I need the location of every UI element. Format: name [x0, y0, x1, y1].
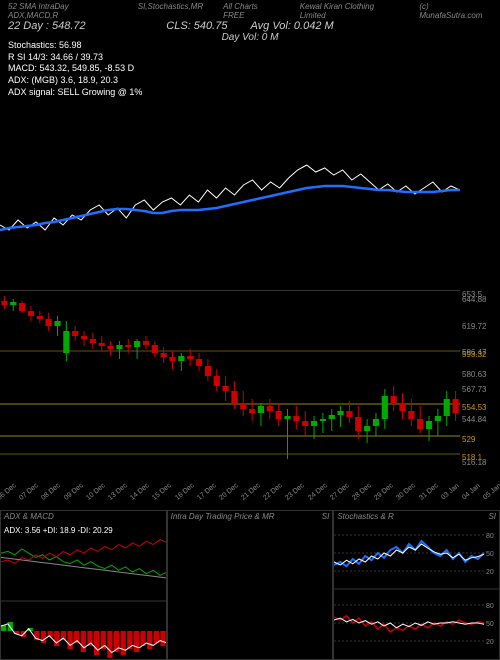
- close-price: CLS: 540.75: [166, 20, 227, 32]
- meta-indicators2: SI,Stochastics,MR: [138, 2, 203, 20]
- panel-title-right: SI: [488, 512, 496, 521]
- panel-title: ADX & MACD: [4, 512, 54, 521]
- panel-title-right: SI: [322, 512, 330, 521]
- rsi-value: R SI 14/3: 34.66 / 39.73: [8, 52, 142, 64]
- price-level-label: 644.88: [462, 295, 486, 304]
- price-level-label: 619.72: [462, 322, 486, 331]
- price-level-label: 593.32: [462, 350, 486, 359]
- price-level-label: 529: [462, 435, 475, 444]
- date-axis: 06 Dec07 Dec08 Dec09 Dec10 Dec13 Dec14 D…: [0, 487, 460, 507]
- price-level-label: 580.63: [462, 370, 486, 379]
- svg-text:80: 80: [486, 533, 494, 540]
- header-main-line: 22 Day : 548.72 CLS: 540.75 Avg Vol: 0.0…: [0, 20, 500, 32]
- price-level-label: 554.53: [462, 403, 486, 412]
- meta-free: All Charts FREE: [223, 2, 280, 20]
- indicator-readout: Stochastics: 56.98 R SI 14/3: 34.66 / 39…: [8, 40, 142, 98]
- price-level-label: 544.84: [462, 415, 486, 424]
- date-tick: 05 Jan: [482, 483, 500, 512]
- header-meta-row: 52 SMA IntraDay ADX,MACD,R SI,Stochastic…: [0, 0, 500, 22]
- stochastics-rsi-panel: Stochastics & R SI 20 50 80 20 50 80: [333, 510, 500, 660]
- svg-text:20: 20: [486, 639, 494, 646]
- intraday-panel: Intra Day Trading Price & MR SI: [167, 510, 334, 660]
- panel-title: Stochastics & R: [337, 512, 393, 521]
- macd-value: MACD: 543.32, 549.85, -8.53 D: [8, 63, 142, 75]
- adx-macd-panel: ADX & MACD ADX: 3.56 +DI: 18.9 -DI: 20.2…: [0, 510, 167, 660]
- meta-company: Kewal Kiran Clothing Limited: [300, 2, 400, 20]
- svg-text:50: 50: [486, 551, 494, 558]
- price-level-label: 516.18: [462, 458, 486, 467]
- lower-indicator-row: ADX & MACD ADX: 3.56 +DI: 18.9 -DI: 20.2…: [0, 510, 500, 660]
- adx-signal: ADX signal: SELL Growing @ 1%: [8, 87, 142, 99]
- adx-value: ADX: (MGB) 3.6, 18.9, 20.3: [8, 75, 142, 87]
- meta-copyright: (c) MunafaSutra.com: [419, 2, 492, 20]
- price-axis-labels: 653.5644.88619.72596.47593.32580.63567.7…: [460, 290, 500, 485]
- svg-text:50: 50: [486, 621, 494, 628]
- svg-text:80: 80: [486, 603, 494, 610]
- svg-text:20: 20: [486, 569, 494, 576]
- svg-text:ADX: 3.56 +DI: 18.9 -DI: 20.2: ADX: 3.56 +DI: 18.9 -DI: 20.29: [4, 526, 113, 535]
- candlestick-panel: [0, 290, 460, 485]
- price-level-label: 567.73: [462, 385, 486, 394]
- day-avg: 22 Day : 548.72: [8, 20, 86, 32]
- meta-indicators: 52 SMA IntraDay ADX,MACD,R: [8, 2, 118, 20]
- panel-title: Intra Day Trading Price & MR: [171, 512, 275, 521]
- stochastics-value: Stochastics: 56.98: [8, 40, 142, 52]
- avg-volume: Avg Vol: 0.042 M: [251, 20, 334, 32]
- upper-price-panel: [0, 110, 460, 250]
